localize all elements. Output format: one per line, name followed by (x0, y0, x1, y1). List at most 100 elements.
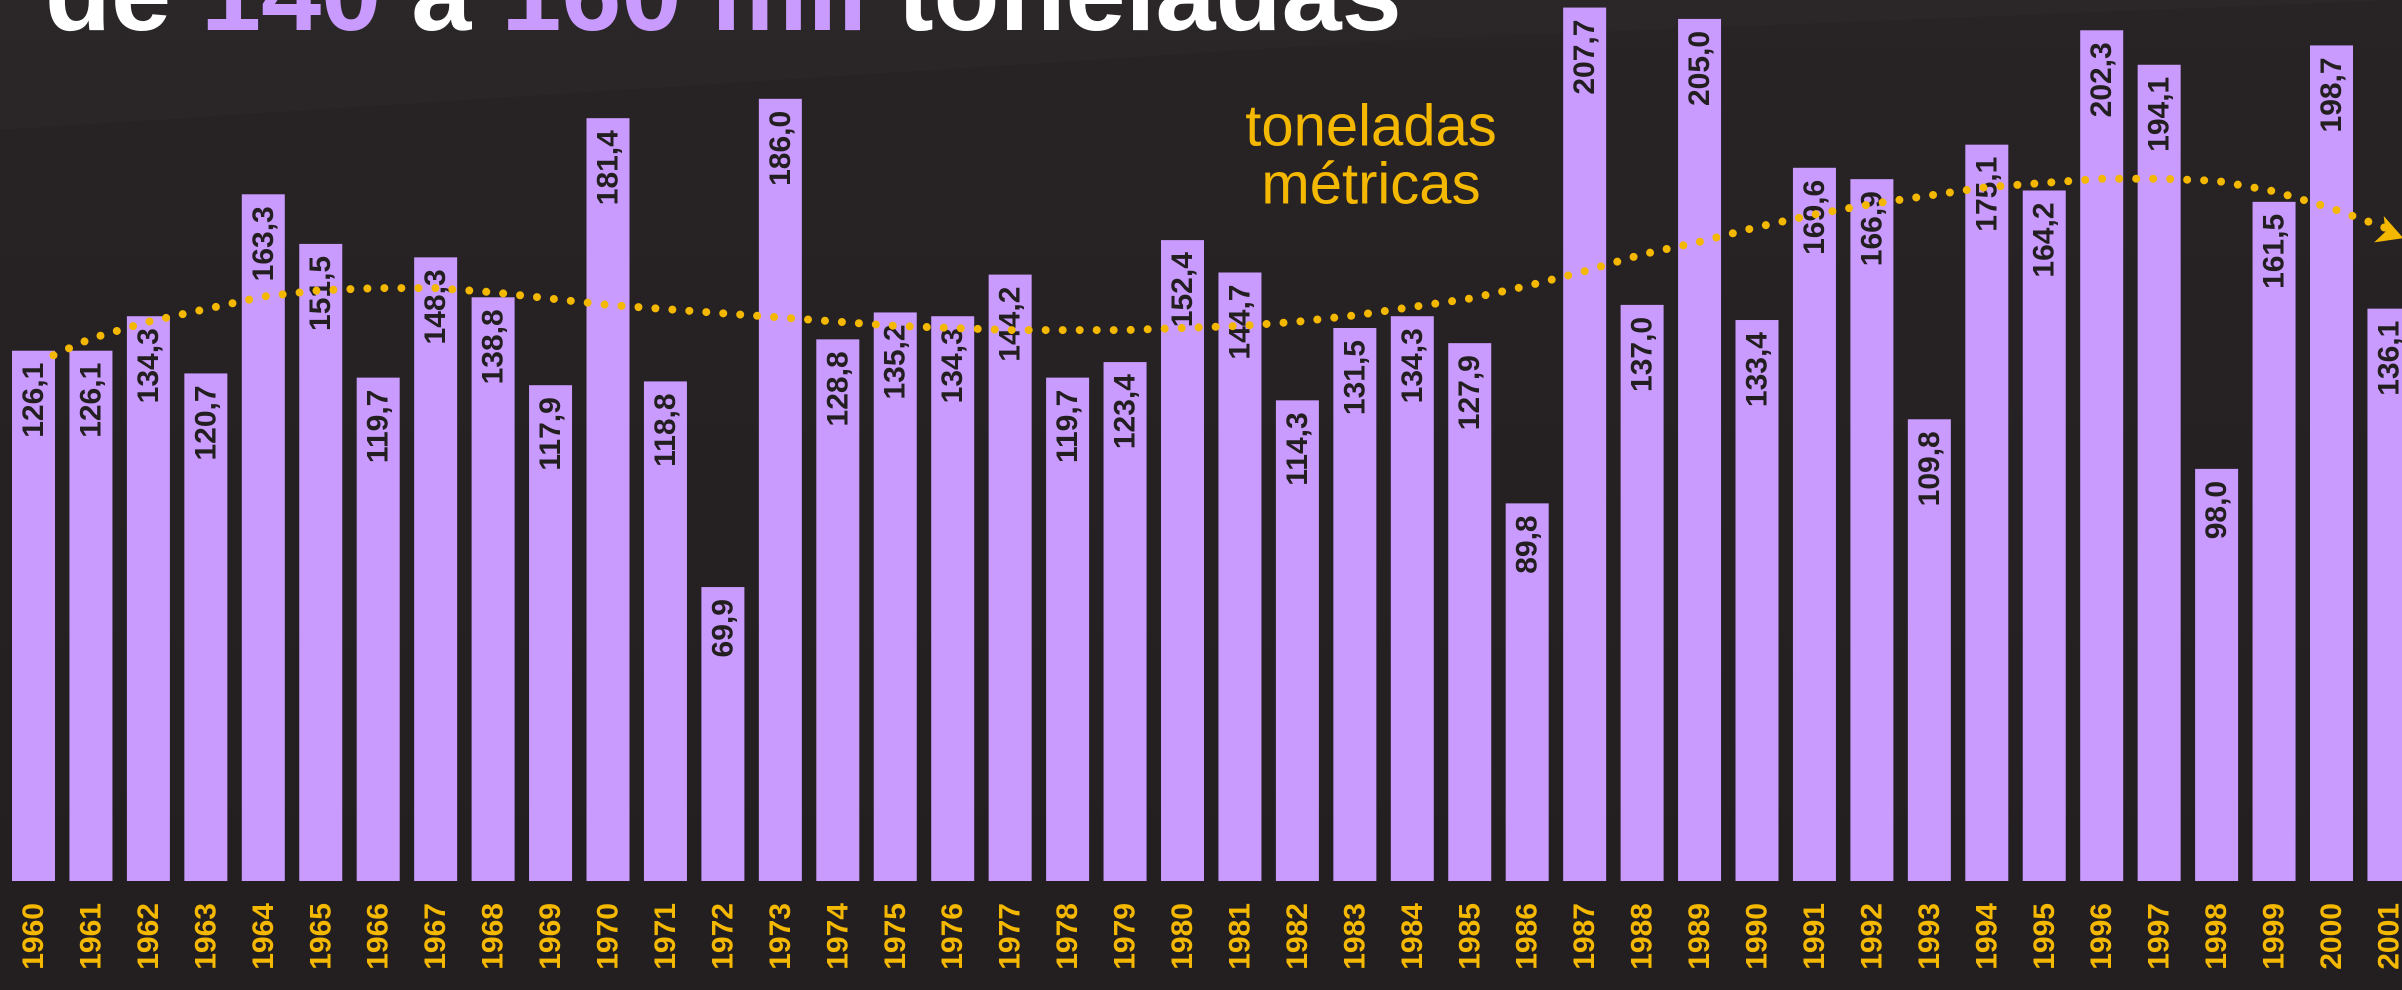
x-tick-label: 1971 (649, 903, 682, 970)
value-label: 137,0 (1626, 317, 1659, 392)
value-label: 163,3 (247, 206, 280, 281)
chart-title: de 140 a 160 mil toneladas (45, 0, 1402, 53)
x-tick-label: 1981 (1223, 903, 1256, 970)
bar (643, 381, 687, 881)
value-label: 198,7 (2315, 57, 2348, 132)
value-label: 127,9 (1453, 355, 1486, 430)
bar (1907, 419, 1951, 881)
value-label: 128,8 (821, 351, 854, 426)
x-tick-label: 1978 (1051, 903, 1084, 970)
value-label: 117,9 (534, 397, 567, 470)
bar (241, 194, 285, 881)
value-label: 131,5 (1338, 340, 1371, 415)
x-tick-label: 1986 (1511, 903, 1544, 970)
x-tick-label: 1974 (821, 903, 854, 970)
bar (2310, 45, 2353, 882)
bar (1046, 377, 1090, 881)
title-highlight: 140 (201, 0, 381, 53)
value-label: 152,4 (1166, 252, 1199, 327)
value-label: 161,5 (2258, 214, 2291, 289)
bar (529, 385, 573, 881)
bar (126, 316, 170, 881)
x-tick-label: 1975 (879, 903, 912, 970)
title-highlight: 160 mil (501, 0, 867, 53)
x-tick-label: 1987 (1568, 903, 1601, 970)
bar (873, 312, 917, 881)
x-tick-label: 1982 (1281, 903, 1314, 970)
bar (12, 350, 55, 881)
x-tick-label: 1964 (247, 903, 280, 970)
value-label: 164,2 (2028, 202, 2061, 277)
bar (1103, 362, 1147, 881)
bar (1505, 503, 1549, 881)
value-label: 119,7 (362, 390, 395, 463)
bar (701, 587, 745, 881)
bar (471, 297, 515, 881)
value-label: 148,3 (419, 269, 452, 344)
x-tick-label: 1962 (132, 903, 165, 970)
value-label: 119,7 (1051, 390, 1084, 463)
value-label: 186,0 (764, 111, 797, 186)
x-tick-label: 1961 (74, 903, 107, 970)
bar (2022, 190, 2066, 881)
bar (1678, 18, 1722, 881)
value-label: 194,1 (2143, 77, 2176, 152)
bar (1792, 167, 1836, 882)
x-tick-label: 1985 (1453, 903, 1486, 970)
title-part: de (45, 0, 201, 53)
trend-arrow (2374, 216, 2402, 243)
value-label: 202,3 (2085, 42, 2118, 117)
x-tick-label: 1977 (994, 903, 1027, 970)
x-tick-label: 1970 (592, 903, 625, 970)
bar (414, 257, 458, 881)
bar (2195, 468, 2239, 881)
bar (2367, 308, 2402, 881)
value-label: 205,0 (1683, 31, 1716, 106)
x-tick-label: 1980 (1166, 903, 1199, 970)
x-tick-label: 1993 (1913, 903, 1946, 970)
value-label: 135,2 (879, 324, 912, 399)
value-label: 138,8 (477, 309, 510, 384)
bar (299, 243, 343, 881)
x-tick-label: 1984 (1396, 903, 1429, 970)
bar (1333, 328, 1377, 882)
x-tick-label: 1995 (2028, 903, 2061, 970)
x-tick-label: 1988 (1626, 903, 1659, 970)
value-label: 118,8 (649, 393, 682, 466)
value-label: 126,1 (74, 363, 107, 438)
title-part: a (381, 0, 501, 53)
x-tick-label: 1968 (477, 903, 510, 970)
x-tick-label: 1973 (764, 903, 797, 970)
bar (816, 339, 860, 881)
value-label: 136,1 (2372, 321, 2402, 396)
bar (1965, 144, 2009, 881)
x-tick-label: 1967 (419, 903, 452, 970)
value-label: 89,8 (1511, 515, 1544, 573)
bar (2080, 30, 2124, 881)
x-tick-label: 1998 (2200, 903, 2233, 970)
value-label: 114,3 (1281, 412, 1314, 485)
x-tick-label: 1966 (362, 903, 395, 970)
x-tick-label: 1992 (1855, 903, 1888, 970)
x-tick-label: 1972 (706, 903, 739, 970)
value-label: 126,1 (17, 363, 50, 438)
bar (586, 118, 630, 881)
bar (1620, 304, 1664, 881)
x-tick-label: 1991 (1798, 903, 1831, 970)
annotation: métricas (1261, 152, 1480, 217)
value-label: 144,2 (994, 287, 1027, 362)
value-label: 151,5 (304, 256, 337, 331)
x-tick-label: 1965 (304, 903, 337, 970)
x-tick-label: 2001 (2372, 903, 2402, 970)
value-label: 175,1 (1970, 157, 2003, 232)
value-label: 133,4 (1741, 332, 1774, 407)
annotation: toneladas (1245, 94, 1497, 159)
bar (69, 350, 113, 881)
bar (988, 274, 1032, 881)
bar (2137, 64, 2181, 881)
value-label: 69,9 (706, 599, 739, 657)
bar (1563, 7, 1607, 881)
x-tick-label: 1963 (189, 903, 222, 970)
x-tick-label: 1976 (936, 903, 969, 970)
